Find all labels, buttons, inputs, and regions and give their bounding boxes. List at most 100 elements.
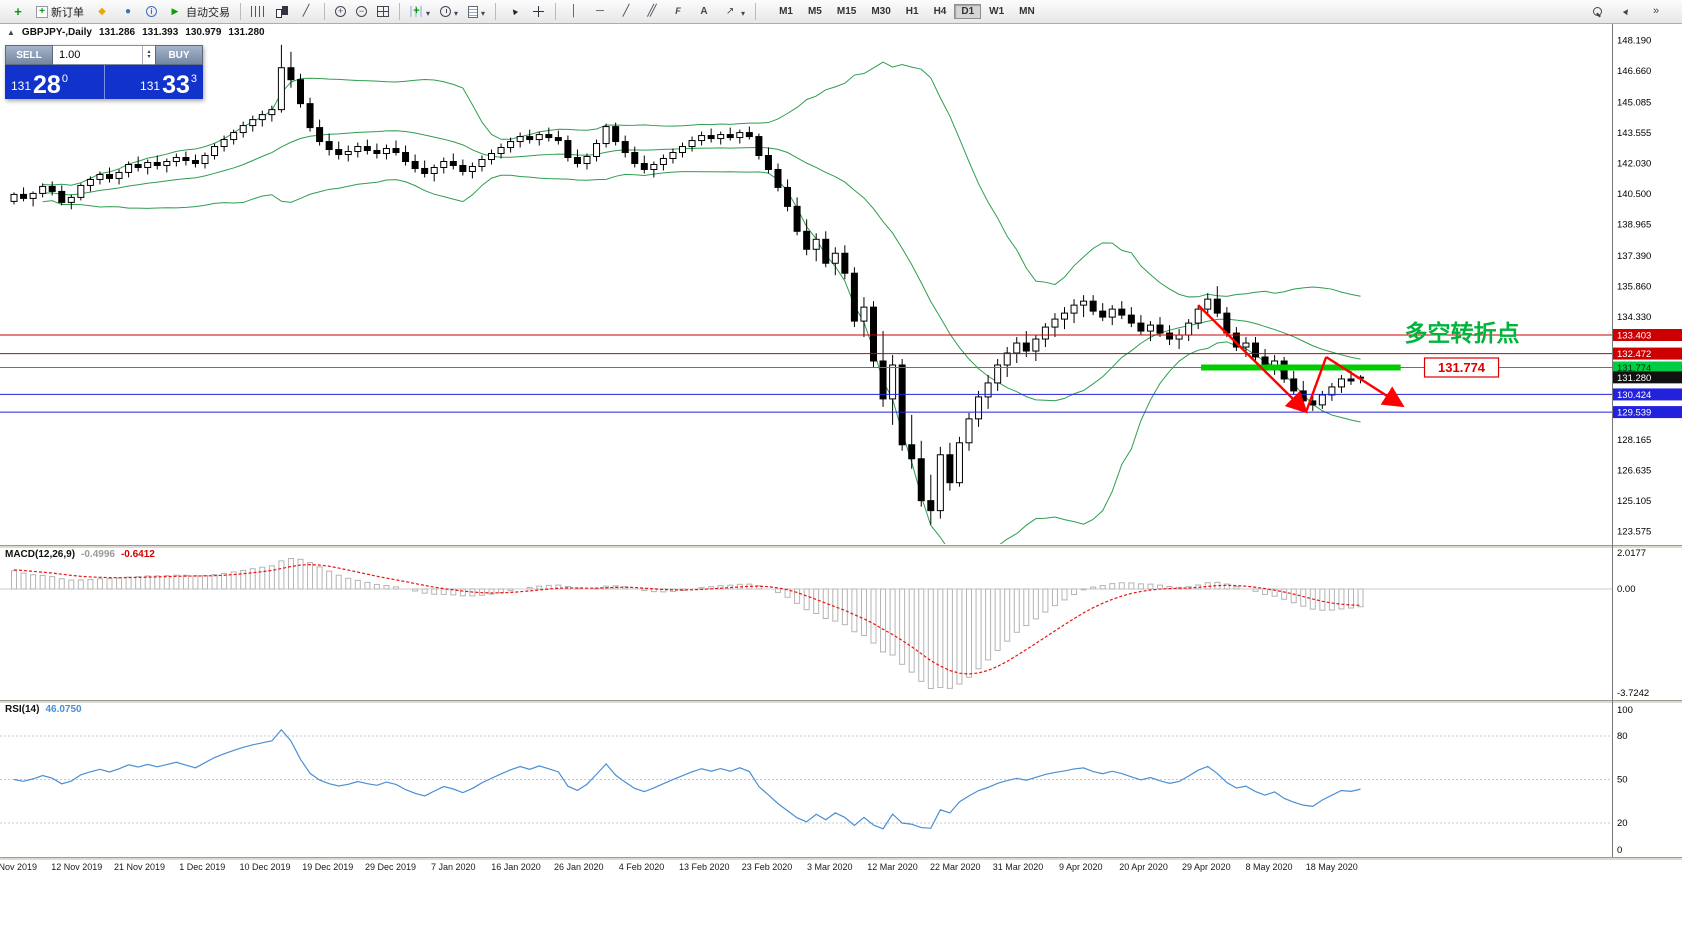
dropdown-arrow-icon[interactable]: [481, 3, 485, 21]
macd-signal-value: -0.6412: [120, 549, 155, 560]
volume-decrease-icon[interactable]: [147, 55, 150, 60]
vline-icon: [566, 5, 582, 19]
svg-text:19 Dec 2019: 19 Dec 2019: [302, 862, 353, 872]
market-icon: [120, 5, 136, 19]
svg-text:126.635: 126.635: [1617, 466, 1651, 477]
timeframe-w1-button[interactable]: W1: [989, 6, 1005, 17]
volume-field[interactable]: 1.00: [53, 45, 155, 65]
buy-price-button[interactable]: 131 33 3: [103, 65, 204, 99]
channel-button[interactable]: [640, 3, 664, 21]
rsi-indicator-label: RSI(14) 46.0750: [5, 704, 82, 715]
svg-text:9 Apr 2020: 9 Apr 2020: [1059, 862, 1103, 872]
horizontal-line-button[interactable]: [588, 3, 612, 21]
new-order-button[interactable]: 新订单: [32, 2, 88, 22]
timeframe-m15-button[interactable]: M15: [836, 6, 857, 17]
buy-button[interactable]: BUY: [155, 45, 203, 65]
svg-text:20 Apr 2020: 20 Apr 2020: [1119, 862, 1168, 872]
rsi-value: 46.0750: [45, 704, 82, 715]
toolbar-separator: [240, 3, 241, 20]
order-icon: [36, 5, 48, 18]
candlestick-chart-button[interactable]: [270, 3, 292, 21]
bar-chart-icon: [251, 6, 264, 17]
toolbar-separator: [324, 3, 325, 20]
sell-button[interactable]: SELL: [5, 45, 53, 65]
timeframe-m5-button[interactable]: M5: [807, 6, 822, 17]
timeframe-m30-button[interactable]: M30: [871, 6, 891, 17]
macd-title: MACD(12,26,9): [5, 549, 76, 560]
chart-title-bar: GBPJPY-,Daily 131.286 131.393 130.979 13…: [7, 27, 265, 38]
timeframe-d1-button[interactable]: D1: [954, 4, 982, 19]
trendline-button[interactable]: [614, 3, 638, 21]
new-chart-button[interactable]: [6, 3, 30, 21]
text-label-button[interactable]: [692, 3, 716, 21]
zoom-out-button[interactable]: [352, 4, 371, 19]
svg-text:130.424: 130.424: [1617, 390, 1651, 401]
svg-text:20: 20: [1617, 818, 1628, 829]
timeframe-h1-button[interactable]: H1: [905, 6, 919, 17]
one-click-collapse-button[interactable]: [7, 27, 15, 38]
toolbar-separator: [495, 3, 497, 20]
line-chart-button[interactable]: [294, 3, 318, 21]
candles-layer: [10, 44, 1365, 525]
rsi-title: RSI(14): [5, 704, 40, 715]
timeframe-mn-button[interactable]: MN: [1019, 6, 1035, 17]
date-axis[interactable]: 4 Nov 2019 12 Nov 2019 21 Nov 2019 1 Dec 20…: [0, 862, 1358, 872]
svg-text:29 Dec 2019: 29 Dec 2019: [365, 862, 416, 872]
dropdown-arrow-icon[interactable]: [741, 3, 745, 21]
data-window-button[interactable]: [142, 4, 161, 19]
volume-spinner[interactable]: [142, 46, 155, 64]
market-watch-button[interactable]: [116, 3, 140, 21]
crosshair-button[interactable]: [528, 3, 549, 20]
svg-text:0.00: 0.00: [1617, 584, 1636, 595]
dropdown-arrow-icon[interactable]: [454, 3, 458, 21]
fibonacci-button[interactable]: [666, 3, 690, 21]
scroll-to-end-button[interactable]: [1644, 3, 1668, 21]
arrow-objects-button[interactable]: [718, 1, 749, 23]
timeframe-group: M1 M5 M15 M30 H1 H4 D1 W1 MN: [772, 4, 1042, 19]
rsi-panel: 100 80 50 20 0: [0, 705, 1633, 856]
svg-text:129.539: 129.539: [1617, 408, 1651, 419]
tile-windows-button[interactable]: [373, 4, 393, 19]
svg-text:132.472: 132.472: [1617, 349, 1651, 360]
svg-text:23 Feb 2020: 23 Feb 2020: [742, 862, 793, 872]
sell-price-button[interactable]: 131 28 0: [5, 65, 104, 99]
cursor-button[interactable]: [502, 3, 526, 21]
svg-text:12 Nov 2019: 12 Nov 2019: [51, 862, 102, 872]
info-icon: [146, 6, 157, 17]
timeframe-h4-button[interactable]: H4: [933, 6, 947, 17]
svg-text:13 Feb 2020: 13 Feb 2020: [679, 862, 730, 872]
autotrading-button-label: 自动交易: [186, 5, 230, 19]
macd-indicator-label: MACD(12,26,9) -0.4996 -0.6412: [5, 549, 155, 560]
vertical-line-button[interactable]: [562, 3, 586, 21]
svg-text:12 Mar 2020: 12 Mar 2020: [867, 862, 918, 872]
ohlc-close: 131.280: [228, 27, 265, 38]
channel-icon: [644, 5, 660, 19]
periods-button[interactable]: [436, 1, 462, 23]
indicators-button[interactable]: [406, 1, 434, 23]
volume-value[interactable]: 1.00: [59, 49, 81, 61]
panel-separators: [0, 545, 1682, 860]
bar-chart-button[interactable]: [247, 4, 268, 19]
dropdown-arrow-icon[interactable]: [426, 3, 430, 21]
metaeditor-button[interactable]: [90, 3, 114, 21]
template-icon: [468, 5, 479, 18]
ohlc-high: 131.393: [142, 27, 179, 38]
templates-button[interactable]: [464, 1, 489, 23]
zoom-in-button[interactable]: [331, 4, 350, 19]
svg-text:80: 80: [1617, 731, 1628, 742]
crosshair-icon: [532, 5, 546, 18]
annotations: 多空转折点 131.774: [1197, 304, 1519, 414]
svg-text:50: 50: [1617, 775, 1628, 786]
buy-price-pips: 33: [162, 70, 190, 99]
timeframe-m1-button[interactable]: M1: [779, 6, 793, 17]
buy-price-point: 3: [190, 73, 197, 85]
search-button[interactable]: [1589, 5, 1608, 18]
autotrading-button[interactable]: 自动交易: [163, 2, 234, 22]
price-axis[interactable]: 148.190 146.660 145.085 143.555 142.030 140.5…: [1612, 24, 1682, 857]
zoom-out-icon: [356, 6, 367, 17]
chart-symbol-period: GBPJPY-,Daily: [21, 27, 92, 38]
candles-icon: [274, 5, 288, 19]
cursor-mode-button[interactable]: [1614, 3, 1638, 21]
